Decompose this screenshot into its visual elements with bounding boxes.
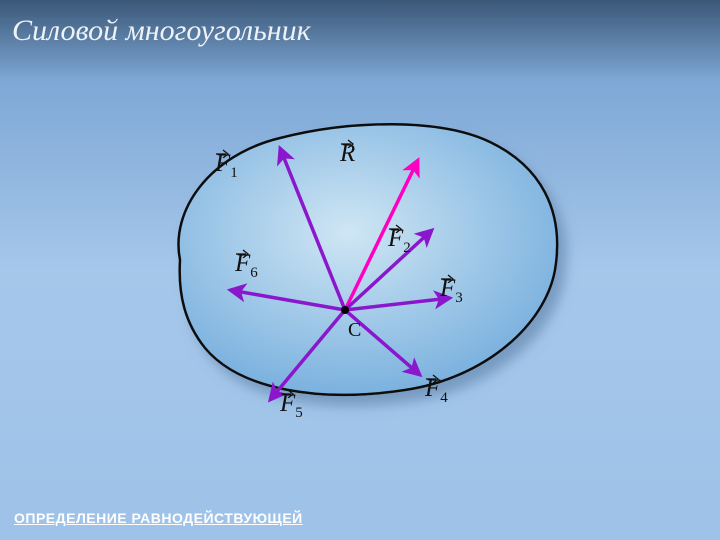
label-F6: F6 bbox=[235, 250, 258, 282]
diagram-svg bbox=[120, 100, 600, 460]
slide-title: Силовой многоугольник bbox=[12, 14, 311, 48]
force-diagram: F1 R F2 F3 F4 F5 F6 C bbox=[120, 100, 600, 460]
label-R: R bbox=[340, 140, 355, 168]
label-F2: F2 bbox=[388, 225, 411, 257]
label-F5: F5 bbox=[280, 390, 303, 422]
origin-label: C bbox=[348, 319, 361, 342]
label-F1: F1 bbox=[215, 150, 238, 182]
label-F4: F4 bbox=[425, 375, 448, 407]
footer-link[interactable]: ОПРЕДЕЛЕНИЕ РАВНОДЕЙСТВУЮЩЕЙ bbox=[14, 510, 303, 526]
label-F3: F3 bbox=[440, 275, 463, 307]
